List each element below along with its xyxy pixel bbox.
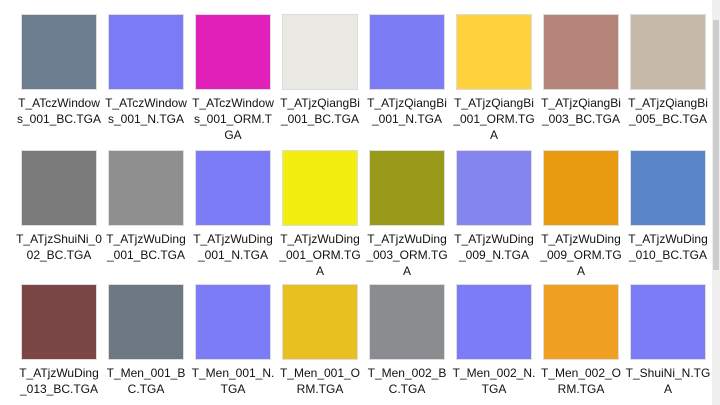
thumbnail [544,151,618,225]
thumbnail [109,285,183,359]
file-item[interactable]: T_Men_001_N.TGA [190,285,276,397]
file-name: T_ATczWindows_001_ORM.TGA [192,96,274,142]
file-item[interactable]: T_Men_001_BC.TGA [103,285,189,397]
file-item[interactable]: T_ATjzWuDing_009_N.TGA [451,151,537,263]
scrollbar[interactable] [712,0,720,405]
file-item[interactable]: T_ATjzWuDing_001_ORM.TGA [277,151,363,279]
file-item[interactable]: T_ATjzQiangBi_001_N.TGA [364,15,450,127]
file-name: T_Men_001_N.TGA [191,366,275,396]
thumbnail [631,151,705,225]
thumbnail [283,285,357,359]
file-item[interactable]: T_ATjzWuDing_013_BC.TGA [16,285,102,397]
file-item[interactable]: T_ATjzQiangBi_001_BC.TGA [277,15,363,127]
file-name: T_ATjzWuDing_009_ORM.TGA [540,232,622,278]
file-name: T_ATjzWuDing_001_ORM.TGA [279,232,361,278]
thumbnail [370,15,444,89]
thumbnail [457,15,531,89]
thumbnail [109,151,183,225]
file-name: T_ATjzQiangBi_003_BC.TGA [541,96,621,126]
thumbnail [196,15,270,89]
file-name: T_ATjzQiangBi_001_ORM.TGA [453,96,535,142]
thumbnail [631,285,705,359]
thumbnail [631,15,705,89]
thumbnail [457,151,531,225]
thumbnail [370,151,444,225]
file-name: T_ATjzQiangBi_005_BC.TGA [628,96,708,126]
thumbnail [22,285,96,359]
file-name: T_Men_001_BC.TGA [106,366,186,396]
file-item[interactable]: T_ATczWindows_001_ORM.TGA [190,15,276,143]
file-name: T_ATjzQiangBi_001_N.TGA [367,96,447,126]
thumbnail [196,151,270,225]
file-name: T_ATjzWuDing_013_BC.TGA [19,366,99,396]
file-name: T_Men_002_ORM.TGA [540,366,622,396]
file-name: T_ATjzWuDing_001_BC.TGA [106,232,186,262]
file-item[interactable]: T_ATjzQiangBi_005_BC.TGA [625,15,711,127]
file-item[interactable]: T_ATjzQiangBi_003_BC.TGA [538,15,624,127]
file-name: T_ShuiNi_N.TGA [625,366,711,396]
file-item[interactable]: T_ATjzWuDing_003_ORM.TGA [364,151,450,279]
scroll-thumb[interactable] [713,20,719,270]
file-item[interactable]: T_Men_002_BC.TGA [364,285,450,397]
thumbnail [370,285,444,359]
file-name: T_Men_002_N.TGA [452,366,536,396]
file-item[interactable]: T_ShuiNi_N.TGA [625,285,711,397]
thumbnail [457,285,531,359]
thumbnail [544,285,618,359]
file-item[interactable]: T_ATjzQiangBi_001_ORM.TGA [451,15,537,143]
thumbnail [109,15,183,89]
file-item[interactable]: T_Men_001_ORM.TGA [277,285,363,397]
file-item[interactable]: T_ATjzWuDing_001_N.TGA [190,151,276,263]
file-name: T_ATjzShuiNi_002_BC.TGA [16,232,102,262]
file-item[interactable]: T_ATjzShuiNi_002_BC.TGA [16,151,102,263]
thumbnail [544,15,618,89]
file-name: T_ATjzWuDing_009_N.TGA [454,232,534,262]
file-name: T_ATjzQiangBi_001_BC.TGA [280,96,360,126]
file-item[interactable]: T_ATjzWuDing_009_ORM.TGA [538,151,624,279]
file-name: T_ATczWindows_001_BC.TGA [16,96,102,126]
file-name: T_ATjzWuDing_010_BC.TGA [628,232,708,262]
thumbnail [22,151,96,225]
file-name: T_ATczWindows_001_N.TGA [105,96,187,126]
thumbnail [283,151,357,225]
file-name: T_ATjzWuDing_001_N.TGA [193,232,273,262]
file-item[interactable]: T_ATczWindows_001_BC.TGA [16,15,102,127]
file-name: T_Men_001_ORM.TGA [279,366,361,396]
file-item[interactable]: T_Men_002_N.TGA [451,285,537,397]
thumbnail [22,15,96,89]
file-item[interactable]: T_ATjzWuDing_010_BC.TGA [625,151,711,263]
file-name: T_Men_002_BC.TGA [367,366,447,396]
file-item[interactable]: T_Men_002_ORM.TGA [538,285,624,397]
thumbnail [283,15,357,89]
file-item[interactable]: T_ATczWindows_001_N.TGA [103,15,189,127]
file-item[interactable]: T_ATjzWuDing_001_BC.TGA [103,151,189,263]
file-name: T_ATjzWuDing_003_ORM.TGA [366,232,448,278]
thumbnail [196,285,270,359]
